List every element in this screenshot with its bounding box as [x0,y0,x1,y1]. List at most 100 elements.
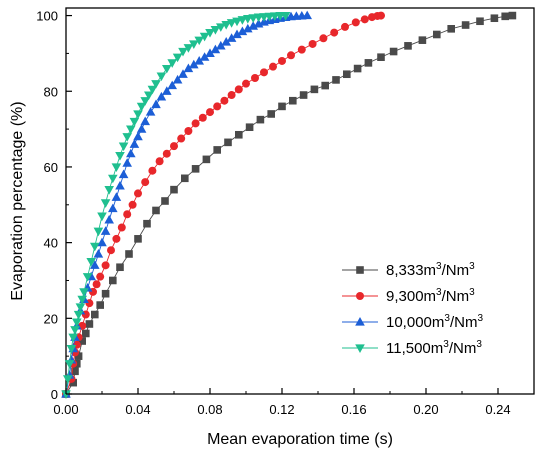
data-point [82,329,90,338]
legend-marker [356,292,364,300]
data-point [389,47,398,56]
data-point [191,165,200,173]
data-point [141,178,150,187]
data-point [476,17,484,26]
data-point [508,11,517,20]
data-point [321,81,329,90]
data-point [133,110,143,119]
data-point [161,197,169,205]
data-point [267,110,275,118]
data-point [144,91,154,101]
data-point [269,62,277,71]
data-point [147,85,158,95]
data-point [104,186,114,195]
x-tick-label: 0.12 [269,402,294,417]
data-point [126,148,136,158]
data-point [280,11,291,21]
series-4 [61,11,291,399]
legend-item-4: 11,500m3/Nm3 [342,339,482,357]
x-tick-label: 0.08 [197,402,222,417]
data-point [226,33,237,42]
data-point [224,138,232,147]
data-point [63,375,73,384]
y-tick-label: 60 [44,160,58,175]
data-point [205,28,215,38]
data-point [205,48,215,58]
data-point [129,117,140,127]
data-point [145,107,156,116]
data-point [111,192,122,201]
data-point [117,223,126,232]
data-point [319,34,328,43]
data-point [213,146,221,154]
legend-label: 11,500m3/Nm3 [386,339,482,357]
data-point [74,352,83,360]
data-point [183,63,194,73]
data-point [151,80,161,89]
data-point [181,174,189,183]
legend-marker [355,317,365,326]
series-line [65,15,286,395]
data-point [251,74,259,83]
data-point [143,219,151,228]
data-point [133,131,143,141]
data-point [242,79,250,88]
data-point [91,310,99,319]
data-point [72,318,82,328]
data-point [108,174,118,184]
data-point [101,261,110,270]
x-tick-label: 0.04 [125,402,150,417]
data-point [69,378,77,387]
data-point [73,310,84,320]
plot-frame [65,7,535,395]
data-point [287,51,295,60]
data-point [206,108,214,117]
data-point [302,10,312,20]
data-point [178,69,188,78]
data-point [183,44,194,53]
x-tick-label: 0.20 [413,402,438,417]
data-point [221,37,231,46]
data-point [107,246,115,255]
data-point [198,113,207,122]
legend-item-1: 8,333m3/Nm3 [342,261,475,279]
legend-label: 10,000m3/Nm3 [386,313,483,331]
series-1 [62,11,517,398]
data-point [202,155,211,164]
data-point [189,40,199,49]
data-point [278,56,286,65]
data-point [191,119,200,128]
data-point [170,142,178,151]
plot-area-border [65,7,535,395]
data-point [245,123,254,132]
data-point [377,11,385,20]
data-point [118,169,129,179]
x-tick-label: 0.16 [341,402,366,417]
data-point [461,21,470,29]
data-point [172,53,183,63]
data-point [162,149,171,158]
series-layer [61,10,517,399]
data-point [75,303,86,312]
data-point [167,80,177,90]
data-point [122,133,132,142]
y-tick-label: 0 [51,387,58,402]
data-point [134,189,142,198]
data-point [112,234,121,243]
data-point [134,235,142,243]
data-point [148,166,157,175]
data-point [71,367,79,376]
data-point [433,30,441,39]
data-point [151,99,161,109]
data-point [118,142,129,152]
data-point [220,96,229,105]
data-point [156,91,167,101]
data-point [360,15,369,24]
data-point [115,151,125,161]
data-point [194,36,204,46]
data-point [332,76,340,84]
data-point [221,21,231,30]
data-point [289,96,297,105]
